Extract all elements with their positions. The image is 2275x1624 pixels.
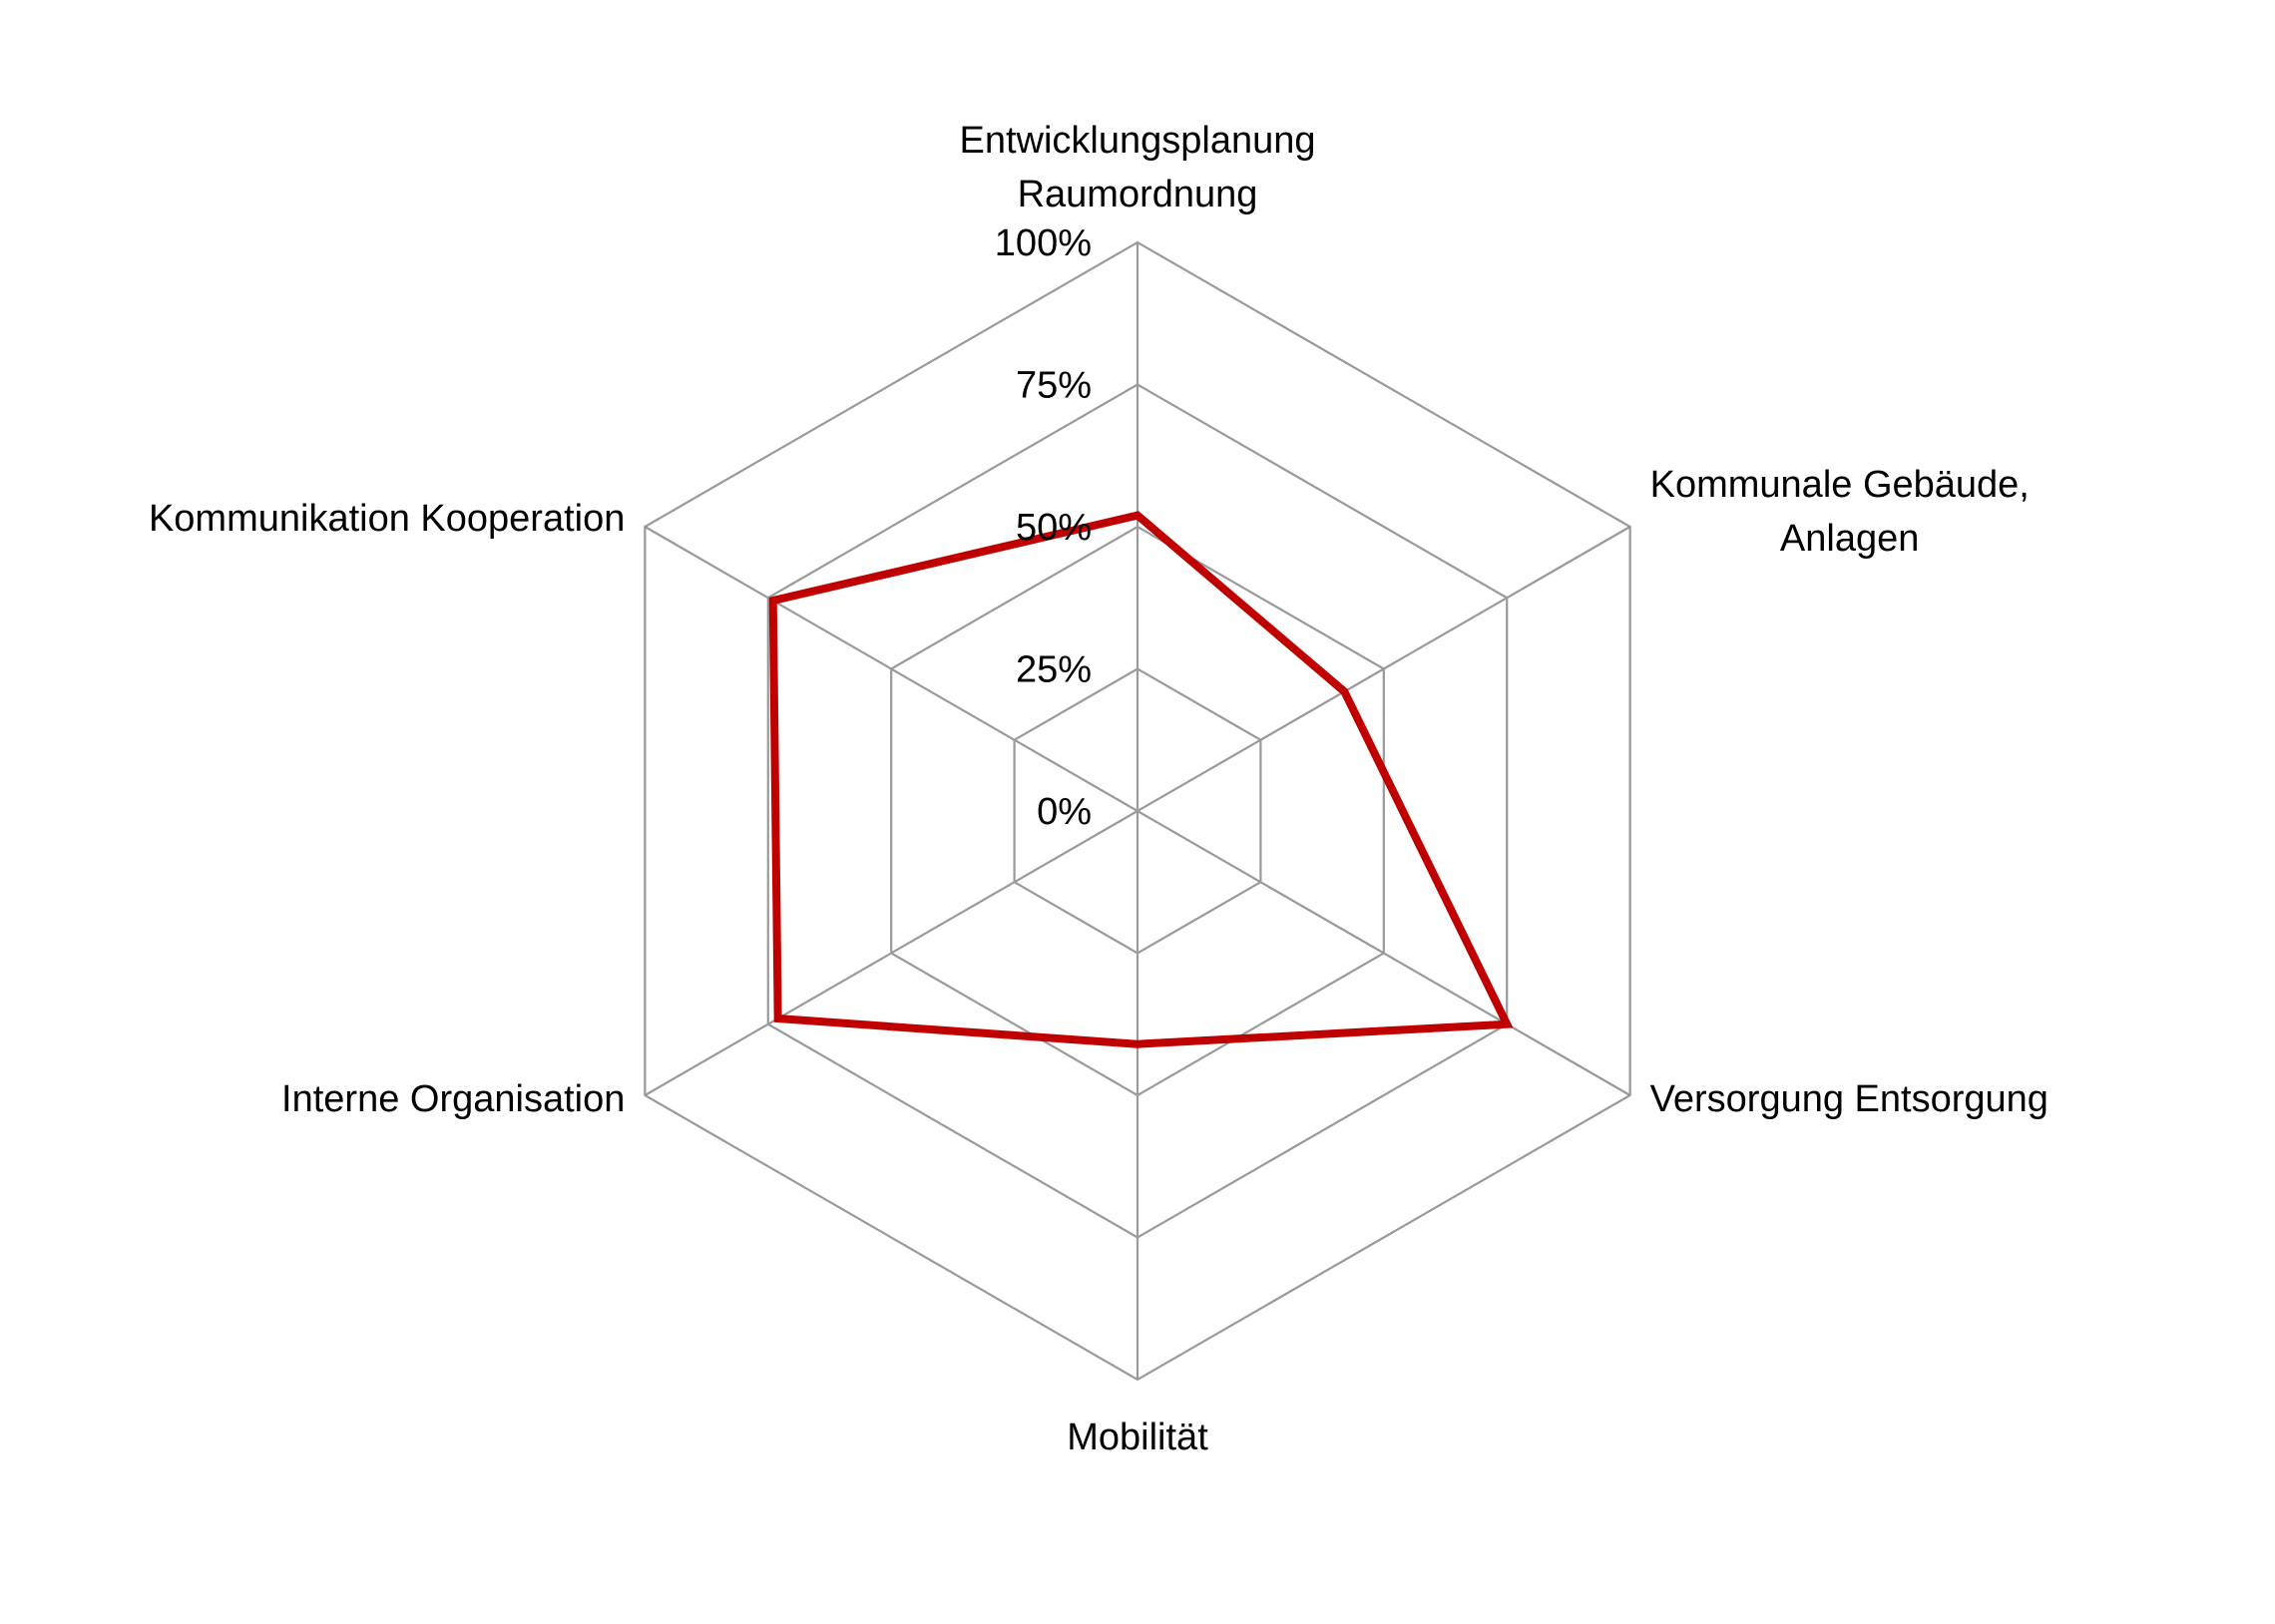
- axis-label-4: Interne Organisation: [281, 1078, 625, 1120]
- axis-label-0-line-0: Entwicklungsplanung: [959, 120, 1315, 162]
- axis-label-1-line-1: Anlagen: [1780, 518, 1919, 560]
- axis-label-0: Entwicklungsplanung Raumordnung: [959, 120, 1315, 215]
- tick-label-100: 100%: [995, 222, 1092, 264]
- tick-labels: 0% 25% 50% 75% 100%: [995, 222, 1092, 833]
- series-group: [773, 516, 1508, 1044]
- axis-label-1-line-0: Kommunale Gebäude,: [1650, 464, 2030, 506]
- axis-label-2-line-0: Versorgung Entsorgung: [1650, 1078, 2048, 1120]
- series-line-0: [773, 516, 1508, 1044]
- axis-label-4-line-0: Interne Organisation: [281, 1078, 625, 1120]
- tick-label-0: 0%: [1037, 791, 1092, 833]
- tick-label-75: 75%: [1016, 365, 1092, 407]
- axis-label-2: Versorgung Entsorgung: [1650, 1078, 2048, 1120]
- axis-label-0-line-1: Raumordnung: [1018, 174, 1258, 215]
- tick-label-50: 50%: [1016, 507, 1092, 549]
- axis-spokes: [645, 242, 1629, 1380]
- axis-label-3: Mobilität: [1067, 1417, 1208, 1458]
- axis-label-5: Kommunikation Kooperation: [149, 498, 625, 540]
- axis-label-5-line-0: Kommunikation Kooperation: [149, 498, 625, 540]
- tick-label-25: 25%: [1016, 649, 1092, 691]
- axis-label-3-line-0: Mobilität: [1067, 1417, 1208, 1458]
- axis-label-1: Kommunale Gebäude, Anlagen: [1650, 464, 2030, 560]
